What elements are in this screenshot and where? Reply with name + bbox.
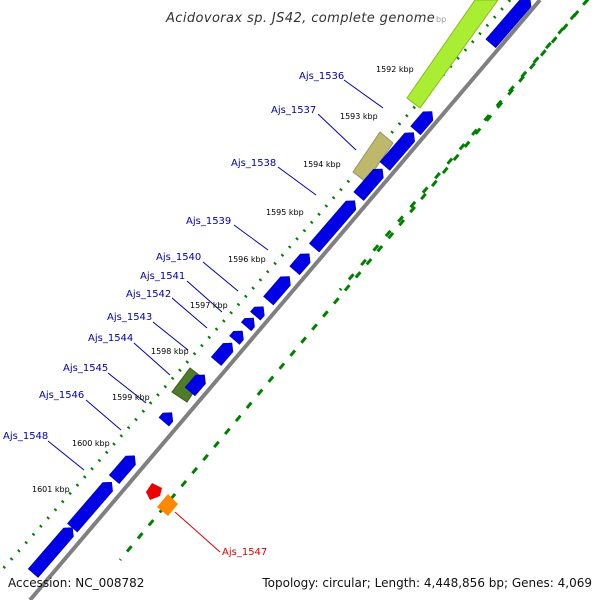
ruler-label: 1595 kbp [266,208,304,217]
label-connector-line [277,166,317,196]
ruler-label: 1598 kbp [151,347,189,356]
cds-arrow[interactable] [263,276,291,306]
ruler-label: 1594 kbp [303,160,341,169]
label-connector-line [186,280,223,313]
gene-label-ajs-1545[interactable]: Ajs_1545 [63,363,108,374]
orange-feature [157,494,178,516]
label-connectors [47,79,384,553]
gc-block-lime [406,0,499,109]
accession-text: Accession: NC_008782 [8,576,144,590]
ruler-label: 1601 kbp [32,485,70,494]
label-connector-line [343,79,384,109]
cds-arrow[interactable] [250,306,265,321]
cds-arrow[interactable] [158,412,174,427]
ruler-label: 1597 kbp [190,301,228,310]
gene-label-ajs-1543[interactable]: Ajs_1543 [107,312,152,323]
cds-arrow[interactable] [379,132,415,171]
label-connector-line [47,440,85,471]
cds-arrow[interactable] [485,0,532,49]
cds-track [27,0,532,578]
gene-label-ajs-1547[interactable]: Ajs_1547 [222,547,267,558]
genome-backbone [28,0,542,600]
label-connector-line [107,372,147,404]
gene-label-ajs-1546[interactable]: Ajs_1546 [39,390,84,401]
gene-label-ajs-1536[interactable]: Ajs_1536 [299,71,344,82]
ruler-label: 1600 kbp [72,439,110,448]
ruler-label: 1596 kbp [228,255,266,264]
label-connector-line [233,224,269,251]
gene-label-ajs-1540[interactable]: Ajs_1540 [156,252,201,263]
cds-arrow[interactable] [67,481,113,533]
cds-arrow[interactable] [240,317,255,332]
gene-label-ajs-1539[interactable]: Ajs_1539 [186,216,231,227]
cds-arrow[interactable] [27,527,74,578]
cds-arrow[interactable] [184,374,206,397]
gene-labels: Ajs_1536 Ajs_1537 Ajs_1538 Ajs_1539 Ajs_… [3,71,344,558]
label-connector-line [171,297,208,329]
cds-arrow[interactable] [108,455,136,485]
ruler-dotted-line-inner [0,0,512,573]
cds-arrow[interactable] [353,168,384,201]
red-feature [146,483,162,500]
gene-label-ajs-1542[interactable]: Ajs_1542 [126,289,171,300]
label-connector-line [85,399,122,431]
ruler-partial-label: bp [436,15,446,24]
label-connector-line [152,321,189,351]
gene-label-ajs-1541[interactable]: Ajs_1541 [140,271,185,282]
gene-label-ajs-1544[interactable]: Ajs_1544 [88,333,133,344]
ruler-label: 1599 kbp [112,393,150,402]
ruler-labels: bp 1592 kbp 1593 kbp 1594 kbp 1595 kbp 1… [32,15,446,494]
cds-arrow[interactable] [289,253,311,276]
ruler-label: 1592 kbp [376,65,414,74]
outer-dashed-line [118,0,590,561]
label-connector-line [174,511,221,553]
cds-arrow[interactable] [210,342,234,366]
label-connector-line [317,113,357,151]
gene-label-ajs-1537[interactable]: Ajs_1537 [271,105,316,116]
map-title: Acidovorax sp. JS42, complete genome [165,11,435,26]
gene-label-ajs-1538[interactable]: Ajs_1538 [231,158,276,169]
cds-arrow[interactable] [410,111,434,136]
label-connector-line [202,261,239,292]
cds-arrow[interactable] [229,330,244,345]
label-connector-line [133,342,171,376]
gene-label-ajs-1548[interactable]: Ajs_1548 [3,431,48,442]
topology-text: Topology: circular; Length: 4,448,856 bp… [261,576,592,590]
cds-arrow[interactable] [308,200,357,253]
ruler-label: 1593 kbp [340,112,378,121]
